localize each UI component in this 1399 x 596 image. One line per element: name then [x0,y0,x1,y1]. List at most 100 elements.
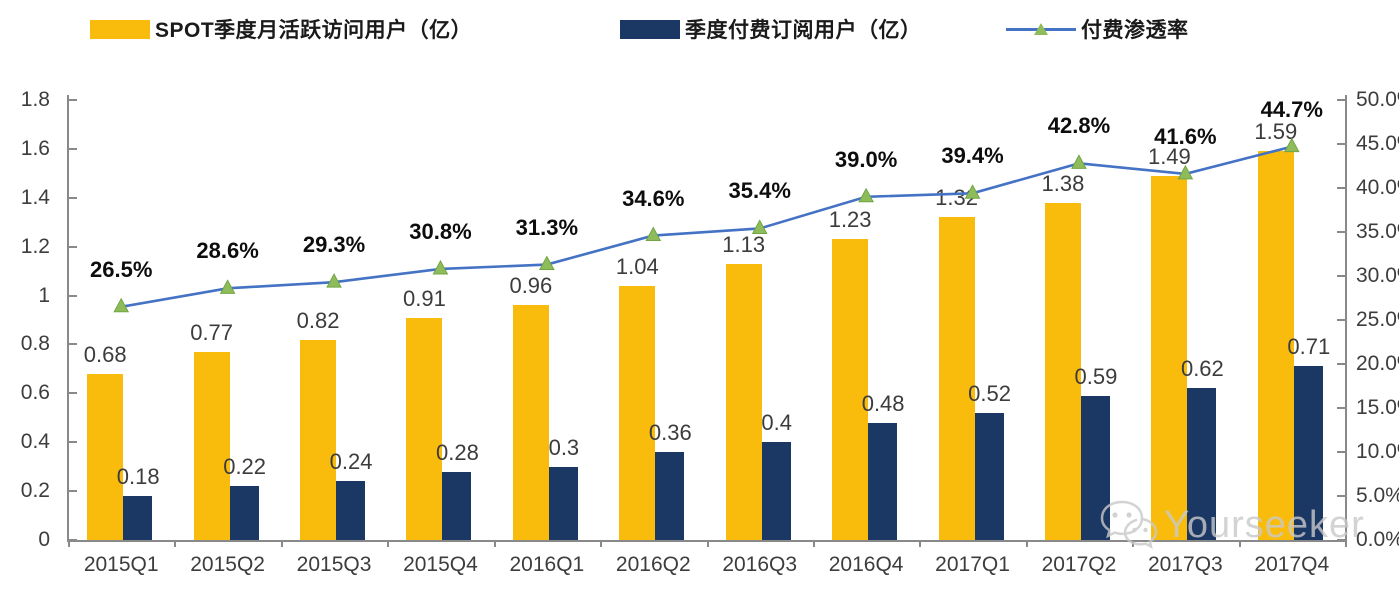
penetration-label: 39.0% [834,146,898,172]
x-axis-label: 2015Q3 [296,553,372,576]
penetration-label: 34.6% [622,185,685,211]
penetration-label: 30.8% [409,218,472,244]
subscribers-bar [761,442,791,540]
penetration-label: 31.3% [515,214,579,240]
mau-bar-label: 0.96 [509,273,553,299]
subscribers-bar-label: 0.28 [436,439,479,465]
subscribers-legend-swatch [620,19,680,39]
subscribers-bar-label: 0.36 [648,420,692,445]
subscribers-bar-label: 0.4 [761,410,792,436]
y-axis-right-tick [1337,319,1345,321]
y-axis-left-tick-label: 1.6 [20,136,50,160]
mau-bar [87,373,124,540]
y-axis-right-tick [1337,143,1345,145]
subscribers-bar [868,422,898,540]
triangle-marker [219,279,236,294]
mau-bar [512,305,549,540]
y-axis-right-tick [1337,539,1345,541]
x-axis-tick [919,540,922,547]
mau-bar-label: 1.04 [615,253,659,279]
x-axis-tick [600,540,603,547]
legend-item-penetration: 付费渗透率 [1006,15,1189,43]
x-axis-label: 2017Q2 [1041,553,1117,576]
watermark-text: Yourseeker [1164,503,1365,546]
subscribers-bar [1080,395,1110,540]
penetration-label: 29.3% [302,232,366,258]
triangle-marker-icon [1034,22,1048,35]
subscribers-bar [123,496,153,540]
triangle-marker [1071,154,1087,169]
penetration-legend-line-icon [1006,20,1076,39]
legend-item-subscribers: 季度付费订阅用户（亿） [620,15,922,43]
y-axis-right-tick [1337,363,1345,365]
mau-legend-swatch [90,19,150,39]
y-axis-left-tick [69,196,77,199]
mau-bar [406,317,443,540]
y-axis-right-tick-label: 5.0% [1356,484,1399,507]
penetration-label: 26.5% [90,256,153,282]
mau-bar [938,217,975,540]
y-axis-left-tick [69,441,77,444]
y-axis-right-tick [1337,231,1345,233]
mau-bar-label: 1.59 [1254,119,1298,145]
y-axis-left-tick [69,343,77,346]
subscribers-bar-label: 0.71 [1287,334,1331,360]
x-axis-tick [1238,540,1241,547]
x-axis-tick [174,540,177,547]
subscribers-bar-label: 0.3 [548,434,580,460]
y-axis-right-tick-label: 35.0% [1356,220,1399,243]
subscribers-bar [1293,366,1323,540]
y-axis-right-tick [1337,407,1345,409]
x-axis-tick [1025,540,1028,547]
penetration-label: 42.8% [1047,113,1111,139]
mau-bar [832,239,869,540]
x-axis-tick [812,540,815,547]
x-axis-label: 2016Q4 [828,553,904,576]
mau-bar-label: 1.23 [828,207,872,233]
x-axis-label: 2015Q4 [403,553,478,576]
y-axis-right-tick [1337,187,1345,189]
mau-bar-label: 0.68 [83,341,127,367]
y-axis-right-tick-label: 45.0% [1356,132,1399,155]
x-axis-label: 2017Q4 [1254,553,1330,576]
subscribers-bar-label: 0.22 [223,454,267,480]
x-axis-tick [387,540,390,547]
triangle-marker [858,187,874,203]
triangle-marker [432,259,449,275]
y-axis-right-tick-label: 15.0% [1356,396,1399,419]
mau-bar-label: 1.38 [1041,170,1085,196]
penetration-label: 41.6% [1154,123,1217,149]
y-axis-left-tick [69,490,77,493]
subscribers-legend-label: 季度付费订阅用户（亿） [685,19,922,42]
penetration-label: 39.4% [941,143,1004,169]
y-axis-right-tick-label: 0.0% [1356,528,1399,551]
subscribers-bar [974,412,1004,540]
mau-bar-label: 0.82 [296,307,340,333]
mau-bar-label: 1.32 [935,185,978,211]
subscribers-bar [1187,388,1217,540]
subscribers-bar-label: 0.48 [861,390,905,416]
y-axis-left-tick-label: 0.8 [20,332,50,356]
y-axis-right-tick [1337,495,1345,497]
x-axis-label: 2015Q1 [83,553,159,576]
y-axis-right-tick [1337,99,1345,101]
y-axis-left-tick [69,147,77,150]
x-axis-label: 2017Q3 [1148,553,1223,576]
x-axis-tick [493,540,496,547]
y-axis-right-tick-label: 10.0% [1356,440,1399,463]
y-axis-right-tick-label: 25.0% [1356,308,1399,331]
x-axis-tick [706,540,709,547]
subscribers-bar [229,486,259,540]
x-axis-tick [280,540,283,547]
subscribers-bar [655,452,685,540]
triangle-marker [113,297,130,313]
subscribers-bar-label: 0.24 [329,449,373,475]
penetration-label: 28.6% [196,238,259,264]
mau-bar-label: 0.77 [190,319,234,345]
subscribers-bar-label: 0.62 [1180,356,1224,382]
x-axis-label: 2016Q3 [722,553,798,576]
triangle-marker [645,226,662,242]
legend-item-mau: SPOT季度月活跃访问用户（亿） [90,15,472,43]
mau-bar [193,351,230,540]
